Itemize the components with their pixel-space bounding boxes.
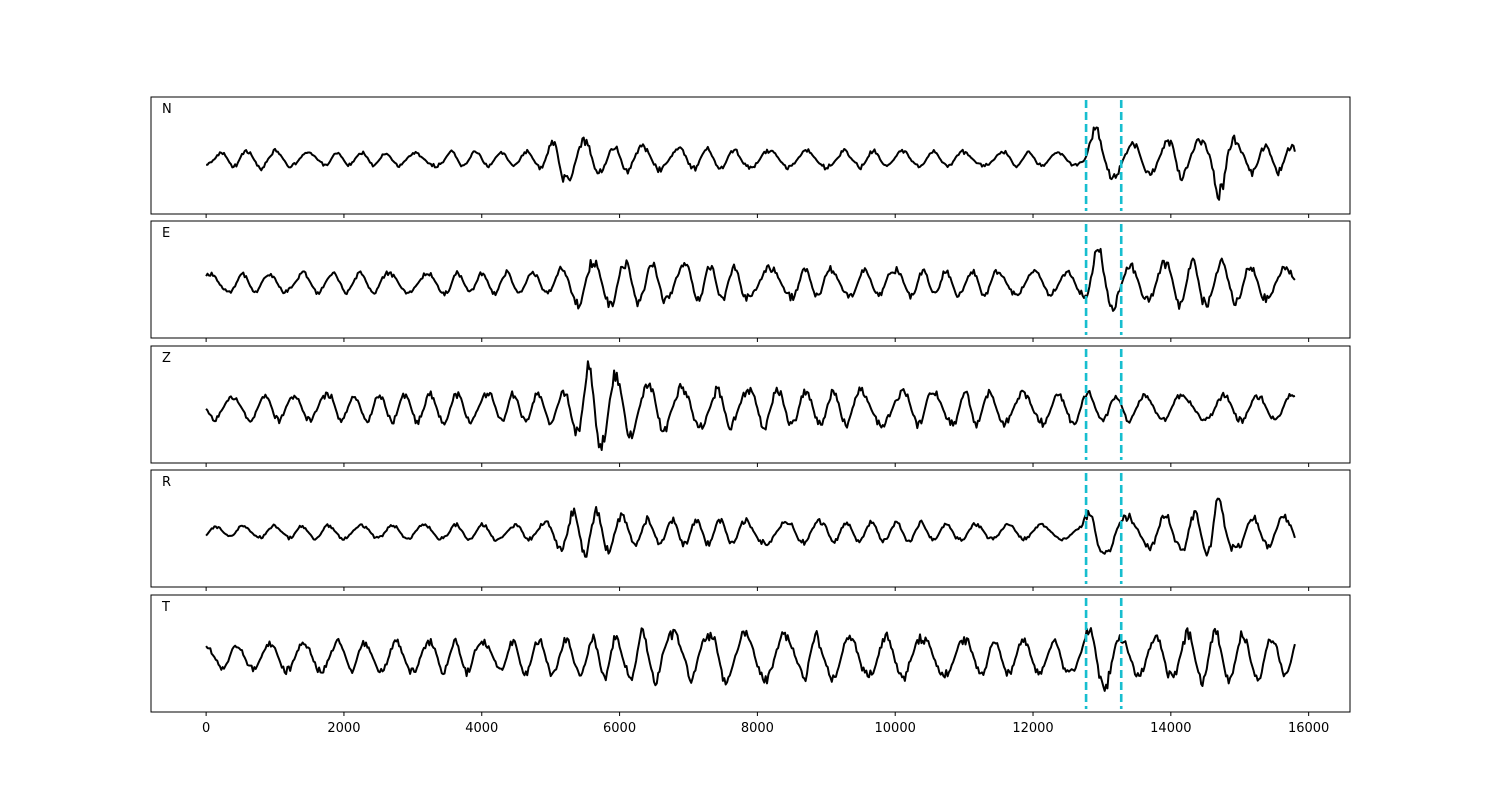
waveform-trace-n [206, 126, 1296, 201]
panel-frame [150, 594, 1351, 713]
x-tick-label: 2000 [327, 721, 360, 736]
waveform-trace-r [205, 497, 1296, 558]
panel-frame [150, 96, 1351, 215]
panels-layer: N E Z R T [150, 96, 1351, 716]
waveform-trace-z [205, 360, 1296, 451]
panel-label: T [161, 600, 170, 615]
x-tick-label: 10000 [875, 721, 916, 736]
waveform-trace-t [205, 627, 1296, 692]
panel-t: T [150, 594, 1351, 716]
panel-label: N [162, 102, 172, 117]
panel-label: Z [162, 351, 171, 366]
x-tick-label: 14000 [1150, 721, 1191, 736]
panel-r: R [150, 469, 1351, 591]
x-tick-label: 8000 [741, 721, 774, 736]
panel-label: R [162, 475, 171, 490]
panel-frame [150, 469, 1351, 588]
panel-frame [150, 345, 1351, 464]
panel-e: E [150, 220, 1351, 342]
x-tick-label: 16000 [1288, 721, 1329, 736]
panel-z: Z [150, 345, 1351, 467]
x-tick-label: 6000 [603, 721, 636, 736]
x-axis: 0 2000 4000 6000 8000 10000 12000 14000 16000 [202, 721, 1329, 736]
x-tick-label: 12000 [1012, 721, 1053, 736]
x-tick-label: 0 [202, 721, 210, 736]
waveform-trace-e [205, 247, 1296, 312]
panel-frame [150, 220, 1351, 339]
x-tick-label: 4000 [465, 721, 498, 736]
panel-label: E [162, 226, 170, 241]
panel-n: N [150, 96, 1351, 218]
